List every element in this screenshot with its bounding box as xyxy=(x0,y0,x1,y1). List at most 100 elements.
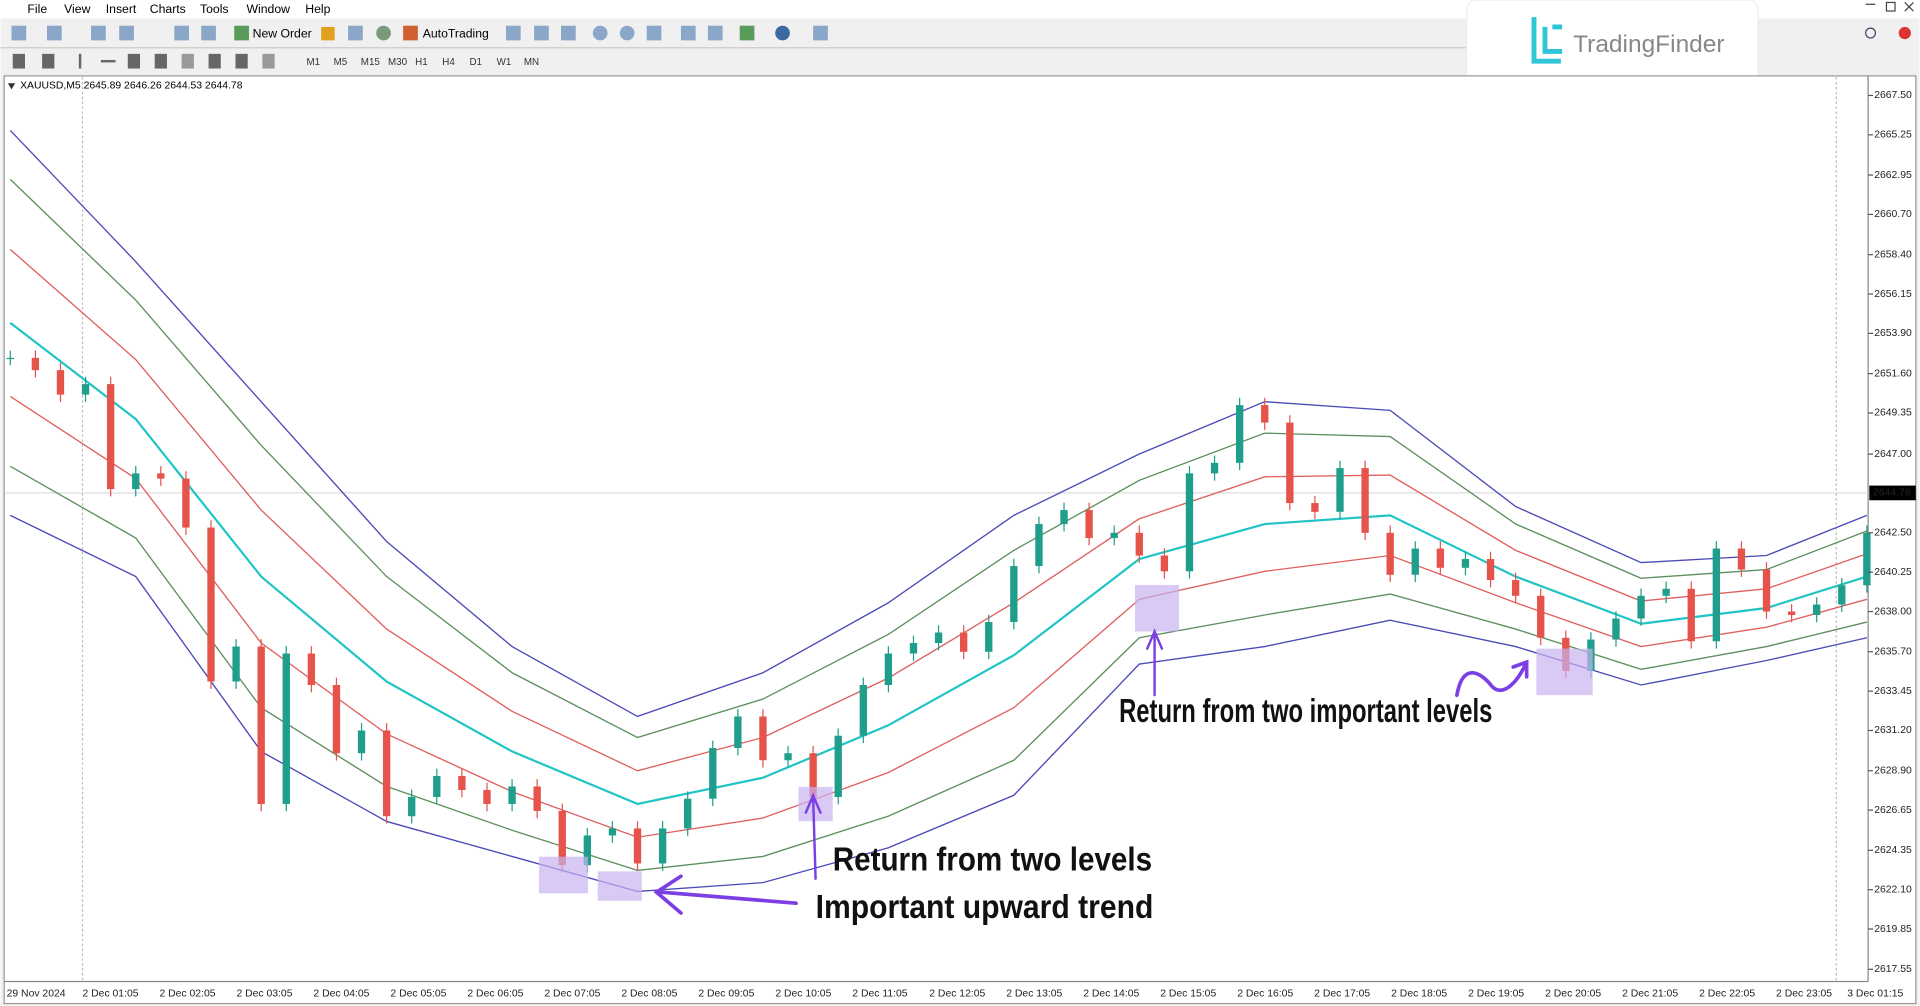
candle-body xyxy=(859,685,867,736)
candle-body xyxy=(1185,473,1194,572)
timeframe-button[interactable]: MN xyxy=(524,57,539,68)
candle-body xyxy=(1085,510,1093,539)
close[interactable] xyxy=(1904,2,1914,12)
candle-body xyxy=(985,622,993,652)
price-label: 2662.95 xyxy=(1874,170,1912,181)
candle-body xyxy=(157,473,165,479)
search[interactable] xyxy=(1865,27,1877,39)
candle-body xyxy=(257,646,265,804)
icon[interactable] xyxy=(100,59,116,63)
icon[interactable] xyxy=(235,53,248,69)
band-line xyxy=(9,248,1868,772)
minimize[interactable] xyxy=(1865,3,1876,5)
icon[interactable] xyxy=(646,25,662,41)
window-controls xyxy=(1865,1,1914,40)
icon[interactable] xyxy=(174,25,189,41)
timeframe-button[interactable]: M1 xyxy=(306,57,320,68)
candle-body xyxy=(583,835,592,866)
icon[interactable] xyxy=(619,25,635,41)
timeframe-button[interactable]: M30 xyxy=(388,57,408,68)
timeframe-button[interactable]: M5 xyxy=(334,57,348,68)
icon[interactable] xyxy=(127,53,141,69)
icon[interactable] xyxy=(42,53,55,69)
icon[interactable] xyxy=(813,25,828,41)
candle-body xyxy=(1235,405,1244,463)
new-order-button[interactable]: New Order xyxy=(253,27,312,41)
icon[interactable] xyxy=(91,25,106,41)
time-label: 2 Dec 14:05 xyxy=(1083,989,1139,1000)
arrow xyxy=(1146,628,1164,697)
icon[interactable] xyxy=(680,25,696,41)
icon[interactable] xyxy=(775,25,790,41)
annotation: Important upward trend xyxy=(816,889,1154,926)
icon[interactable] xyxy=(201,25,216,41)
candle-body xyxy=(1160,555,1169,572)
icon[interactable] xyxy=(181,53,194,69)
candle-body xyxy=(382,730,391,817)
menu-item[interactable]: Help xyxy=(305,2,330,16)
candle-body xyxy=(1336,468,1344,512)
timeframe-button[interactable]: H1 xyxy=(415,57,428,68)
icon[interactable] xyxy=(403,25,418,41)
time-label: 2 Dec 05:05 xyxy=(390,989,446,1000)
chart-area xyxy=(3,75,1917,1005)
menu-item[interactable]: Charts xyxy=(150,2,186,16)
candle-body xyxy=(784,753,792,761)
timeframe-button[interactable]: D1 xyxy=(469,57,482,68)
time-label: 2 Dec 15:05 xyxy=(1160,989,1216,1000)
time-label: 2 Dec 12:05 xyxy=(929,989,985,1000)
icon[interactable] xyxy=(208,53,221,69)
icon[interactable] xyxy=(348,25,363,41)
timeframe-button[interactable]: H4 xyxy=(442,57,455,68)
menu-item[interactable]: View xyxy=(64,2,90,16)
icon[interactable] xyxy=(561,25,576,41)
restore[interactable] xyxy=(1885,1,1896,12)
icon[interactable] xyxy=(262,53,275,69)
time-label: 2 Dec 09:05 xyxy=(698,989,754,1000)
candle-body xyxy=(207,527,215,682)
price-label: 2617.55 xyxy=(1874,964,1912,975)
icon[interactable] xyxy=(534,25,549,41)
annotation: Return from two levels xyxy=(833,841,1152,878)
timeframe-button[interactable]: M15 xyxy=(361,57,381,68)
candle-body xyxy=(934,632,943,644)
icon[interactable] xyxy=(739,25,755,41)
icon[interactable] xyxy=(505,25,521,41)
icon[interactable] xyxy=(12,53,25,69)
menu-item[interactable]: Window xyxy=(246,2,290,16)
icon[interactable] xyxy=(376,25,391,41)
notifications[interactable] xyxy=(1898,26,1911,40)
time-label: 2 Dec 02:05 xyxy=(159,989,215,1000)
icon[interactable] xyxy=(707,25,723,41)
candle-body xyxy=(960,632,968,652)
price-label: 2658.40 xyxy=(1874,249,1912,260)
icon[interactable] xyxy=(47,25,62,41)
autotrading-button[interactable]: AutoTrading xyxy=(423,27,489,41)
time-label: 29 Nov 2024 xyxy=(7,989,66,1000)
band-line xyxy=(9,129,1868,718)
time-axis: 29 Nov 2024 2 Dec 01:05 2 Dec 02:05 2 Dec 0… xyxy=(7,989,1904,1000)
menu-item[interactable]: Insert xyxy=(106,2,137,16)
candle-body xyxy=(1311,503,1319,512)
icon[interactable] xyxy=(234,25,249,41)
icon[interactable] xyxy=(119,25,134,41)
candle-body xyxy=(1361,468,1369,533)
candle-body xyxy=(1210,462,1219,474)
price-label: 2631.20 xyxy=(1874,725,1912,736)
icon[interactable] xyxy=(321,26,335,41)
price-label: 2656.15 xyxy=(1874,289,1912,300)
candle-body xyxy=(558,810,566,866)
icon[interactable] xyxy=(11,25,27,41)
icon[interactable] xyxy=(154,53,167,69)
candle-body xyxy=(232,646,240,682)
timeframe-button[interactable]: W1 xyxy=(497,57,512,68)
menu-item[interactable]: Tools xyxy=(200,2,229,16)
icon[interactable] xyxy=(592,25,608,41)
icon[interactable] xyxy=(78,53,82,69)
candle-body xyxy=(408,796,416,817)
candle-body xyxy=(1737,548,1746,570)
menu-item[interactable]: File xyxy=(27,2,47,16)
candle-body xyxy=(31,357,40,371)
candle-body xyxy=(6,357,14,360)
candle-body xyxy=(508,786,516,804)
